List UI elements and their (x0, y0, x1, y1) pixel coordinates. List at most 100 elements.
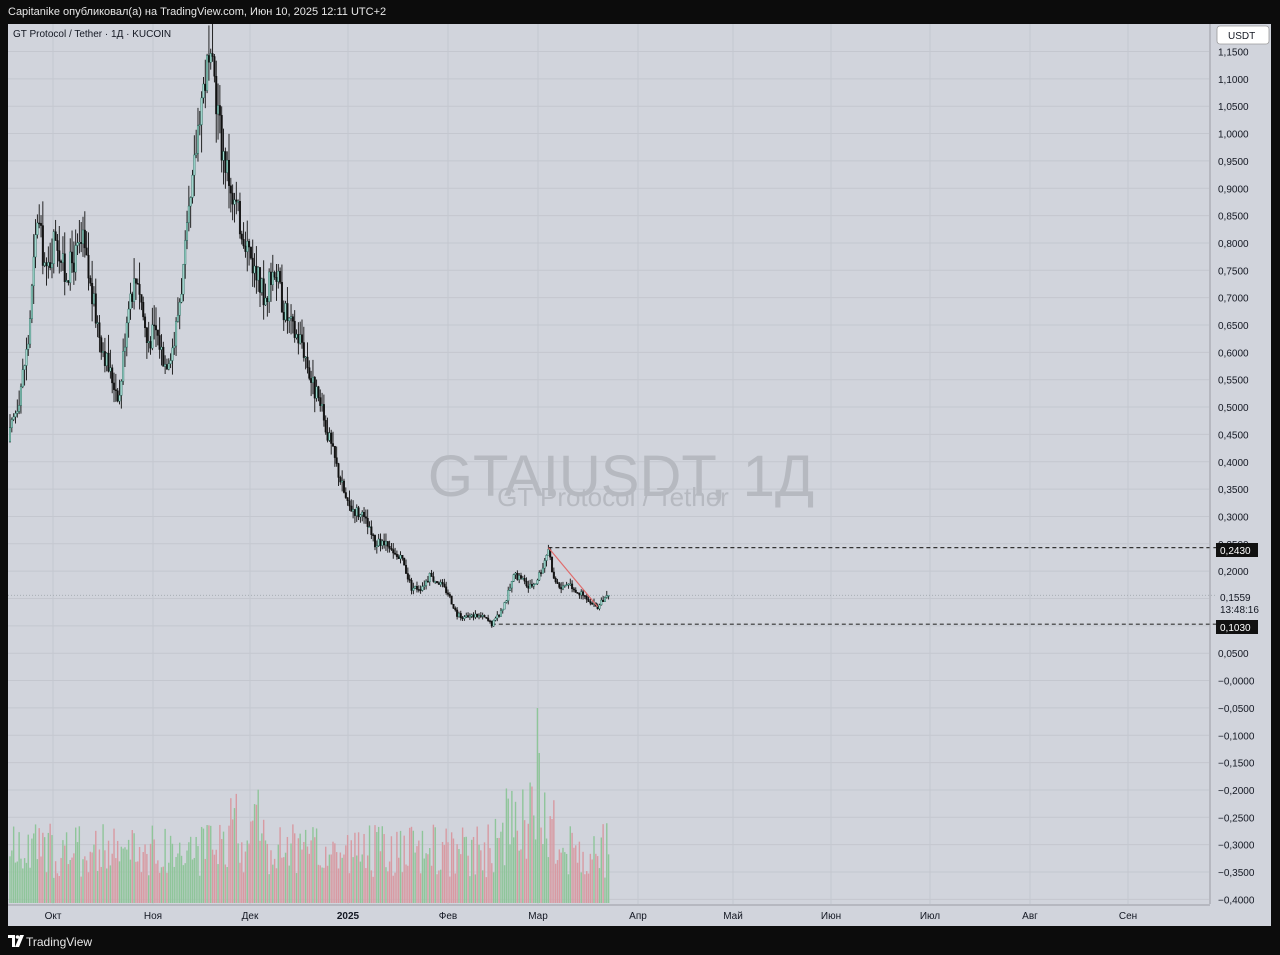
volume-bar (343, 854, 345, 903)
currency-button-bg[interactable] (1216, 25, 1270, 45)
candle-body (554, 578, 557, 583)
volume-bar (492, 872, 495, 903)
candle-body (321, 404, 324, 406)
candle-body (414, 586, 417, 589)
volume-bar (405, 864, 407, 903)
candle-body (237, 201, 240, 203)
volume-bar (354, 832, 356, 903)
volume-bar (233, 808, 236, 903)
candle-body (585, 596, 588, 600)
trendline[interactable] (547, 547, 599, 608)
currency-button-label[interactable]: USDT (1228, 31, 1255, 42)
candle-body (171, 347, 174, 361)
volume-bar (186, 850, 188, 903)
candle-body (23, 365, 26, 370)
candle-body (153, 324, 156, 327)
candle-body (392, 549, 395, 554)
candle-body (580, 591, 583, 596)
volume-bar (286, 836, 289, 903)
volume-bar (215, 849, 217, 903)
volume-bar (534, 839, 537, 903)
time-tick-label: Май (723, 911, 743, 922)
tradingview-logo-icon[interactable] (8, 935, 24, 947)
volume-bar (569, 826, 571, 903)
volume-bar (262, 819, 265, 903)
candle-body (311, 377, 314, 383)
candle-body (445, 586, 448, 594)
volume-bar (472, 836, 475, 903)
volume-bar (253, 804, 256, 903)
volume-bar (408, 827, 411, 903)
volume-bar (140, 872, 143, 903)
candle-body (487, 617, 490, 621)
volume-bar (36, 859, 39, 903)
candle-body (140, 294, 143, 303)
volume-bar (153, 839, 155, 903)
candle-body (218, 105, 221, 116)
candle-body (450, 595, 453, 605)
candle-body (63, 253, 66, 282)
volume-bar (78, 826, 81, 903)
volume-bar (98, 849, 101, 903)
volume-bar (277, 844, 279, 903)
time-axis[interactable]: Окт Ноя Дек 2025 Фев Мар Апр Май Июн Июл Авг Сен (8, 904, 1210, 922)
volume-bar (315, 828, 318, 903)
candle-body (468, 615, 471, 618)
price-axis[interactable]: 1,1500 1,1000 1,0500 1,0000 0,9500 0,9000 0,85… (1209, 24, 1255, 906)
volume-bar (509, 844, 511, 903)
candle-body (530, 583, 533, 587)
volume-bar (507, 798, 509, 903)
volume-bar (255, 804, 258, 903)
volume-bar (222, 831, 225, 903)
volume-bar (549, 816, 551, 903)
candle-body (582, 591, 585, 596)
candle-body (366, 517, 369, 527)
candle-body (375, 545, 378, 548)
candle-body (370, 526, 373, 535)
volume-bar (11, 850, 13, 903)
price-tick-label: 1,0500 (1218, 102, 1249, 113)
candle-body (574, 589, 577, 593)
volume-bar (356, 855, 358, 903)
volume-bar (47, 832, 50, 903)
volume-bar (80, 876, 82, 903)
tradingview-brand[interactable]: TradingView (26, 935, 93, 949)
volume-bar (266, 843, 269, 903)
volume-bar (67, 864, 70, 903)
candle-body (178, 302, 181, 316)
volume-bar (606, 823, 608, 903)
volume-bar (587, 873, 590, 903)
candle-body (118, 395, 121, 402)
volume-bar (60, 857, 62, 903)
candle-body (297, 334, 300, 344)
volume-bar (226, 867, 228, 903)
candle-body (406, 573, 409, 580)
currency-button[interactable]: USDT (1216, 25, 1270, 45)
price-chart[interactable]: GTAIUSDT, 1Д GT Protocol / Tether 1,1500… (8, 24, 1271, 926)
last-price-badge: 0,1559 13:48:16 (1216, 590, 1266, 616)
volume-bar (151, 825, 154, 903)
candle-body (275, 277, 278, 282)
candle-body (456, 609, 459, 617)
horizontal-levels[interactable] (8, 547, 1216, 625)
candle-body (206, 55, 209, 91)
volume-bar (531, 786, 533, 903)
volume-bar (237, 843, 239, 903)
volume-bar (283, 857, 285, 903)
candle-body (368, 526, 371, 528)
symbol-line[interactable]: GT Protocol / Tether · 1Д · KUCOIN (13, 29, 171, 40)
candle-body (213, 56, 216, 77)
volume-bar (412, 830, 415, 903)
volume-bar (469, 876, 471, 903)
candle-body (591, 603, 594, 605)
volume-bar (264, 840, 267, 903)
candle-body (552, 571, 555, 579)
volume-bar (27, 834, 29, 903)
volume-bar (12, 826, 15, 903)
downtrend-line[interactable] (547, 547, 599, 608)
volume-bar (332, 841, 334, 903)
volume-bar (551, 819, 553, 903)
chart-panel[interactable]: GTAIUSDT, 1Д GT Protocol / Tether 1,1500… (8, 24, 1271, 926)
volume-bar (328, 854, 331, 903)
candle-body (85, 247, 88, 256)
